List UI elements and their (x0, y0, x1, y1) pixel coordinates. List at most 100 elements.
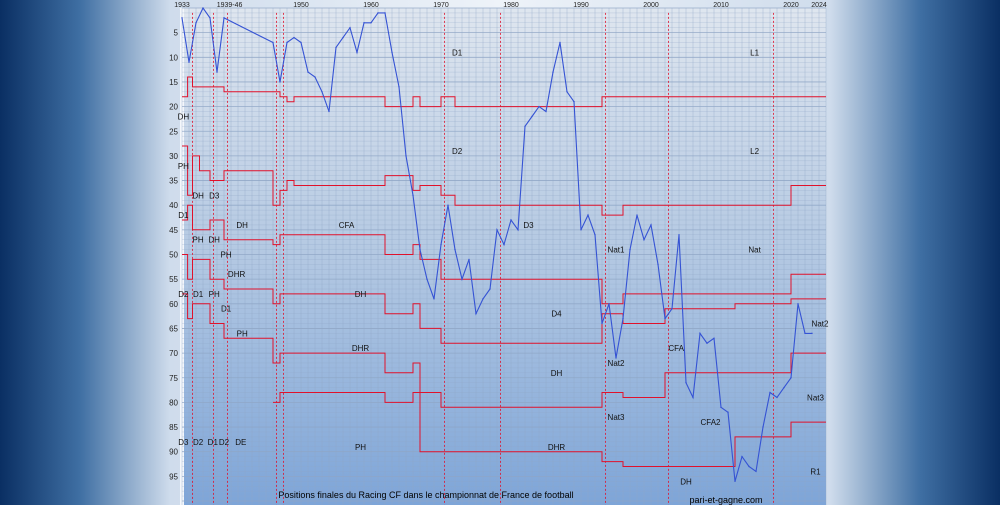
x-tick-label: 1970 (433, 2, 449, 9)
division-boundaries (182, 12, 826, 505)
y-tick-label: 25 (169, 127, 178, 136)
level-label: DHR (548, 443, 566, 452)
data-point (342, 36, 344, 39)
x-tick-label: 2010 (713, 2, 729, 9)
y-tick-label: 60 (169, 300, 178, 309)
data-point (685, 381, 687, 384)
data-point (202, 7, 204, 9)
level-label: PH (209, 290, 220, 299)
data-point (314, 76, 316, 78)
data-point (405, 155, 407, 157)
data-point (286, 41, 288, 44)
data-point (216, 71, 218, 73)
data-point (482, 298, 484, 300)
data-point (776, 396, 778, 399)
data-point (195, 22, 197, 24)
data-point (678, 234, 680, 236)
data-point (566, 91, 568, 93)
level-label: PH (178, 162, 189, 171)
y-tick-label: 10 (169, 53, 178, 62)
y-tick-label: 85 (169, 423, 178, 432)
y-tick-label: 55 (169, 275, 178, 284)
level-label: D1 (452, 48, 463, 57)
level-label: D3 (178, 438, 189, 447)
x-tick-label: 1939-46 (217, 2, 243, 9)
data-point (412, 194, 414, 197)
data-point (426, 278, 428, 280)
data-point (356, 51, 358, 54)
level-label: Nat1 (608, 246, 625, 255)
data-point (748, 465, 750, 468)
data-point (188, 61, 190, 63)
y-tick-label: 95 (169, 472, 178, 481)
y-axis-ticks: 5 10 15 20 25 30 35 40 45 50 55 60 65 70 75 80 85 90 95 (169, 29, 178, 482)
data-point (363, 22, 365, 24)
level-label: D1 (221, 305, 232, 314)
data-point (524, 125, 526, 128)
boundary-line-2 (182, 145, 826, 216)
boundary-line-4 (182, 254, 826, 344)
data-point (706, 342, 708, 344)
data-point (594, 234, 596, 236)
data-point (671, 308, 673, 310)
data-point (615, 357, 617, 359)
y-tick-label: 15 (169, 78, 178, 87)
data-point (804, 332, 806, 335)
data-point (587, 214, 589, 216)
level-label: CFA (668, 344, 684, 353)
boundary-line-6 (273, 392, 826, 467)
data-point (650, 224, 652, 226)
data-point (608, 303, 610, 305)
level-label: D4 (551, 310, 562, 319)
data-point (797, 303, 799, 305)
data-point (657, 263, 659, 266)
level-label: R1 (810, 467, 821, 476)
boundary-line-5 (182, 293, 826, 408)
data-point (811, 332, 813, 335)
data-point (643, 239, 645, 241)
data-point (293, 36, 295, 39)
x-axis-ticks: 1933 1939-46 1950 1960 1970 1980 1990 2000 2010 2… (174, 2, 827, 9)
y-tick-label: 20 (169, 103, 178, 112)
data-point (300, 41, 302, 44)
data-point (790, 377, 792, 379)
y-tick-label: 35 (169, 177, 178, 186)
data-point (769, 391, 771, 394)
level-label: L2 (750, 147, 759, 156)
data-point (447, 204, 449, 206)
level-label: D2 (452, 147, 463, 156)
data-point (503, 243, 505, 246)
data-point (783, 386, 785, 389)
data-point (475, 312, 477, 315)
level-label: PH (355, 443, 366, 452)
data-point (699, 332, 701, 335)
data-point (692, 396, 694, 399)
data-point (755, 470, 757, 473)
data-point (517, 229, 519, 231)
data-point (398, 86, 400, 88)
y-tick-label: 65 (169, 324, 178, 333)
level-label: Nat3 (807, 393, 824, 402)
data-point (181, 17, 183, 19)
y-tick-label: 80 (169, 398, 178, 407)
level-label: DH (178, 112, 190, 121)
data-point (734, 480, 736, 482)
x-tick-label: 1980 (503, 2, 519, 9)
level-label: DH (208, 236, 220, 245)
level-label: DH (236, 221, 248, 230)
level-label: DH (680, 477, 692, 486)
level-label: Nat (748, 246, 761, 255)
y-tick-label: 70 (169, 349, 178, 358)
level-label: D2 (178, 290, 189, 299)
chart-credit: pari-et-gagne.com (689, 495, 762, 505)
level-label: Nat2 (812, 320, 829, 329)
level-label: DH (355, 290, 367, 299)
data-point (727, 411, 729, 413)
data-point (328, 110, 330, 113)
level-label: CFA (339, 221, 355, 230)
chart-title: Positions finales du Racing CF dans le c… (278, 490, 573, 500)
data-point (510, 219, 512, 221)
data-point (629, 248, 631, 251)
level-label: L1 (750, 48, 759, 57)
